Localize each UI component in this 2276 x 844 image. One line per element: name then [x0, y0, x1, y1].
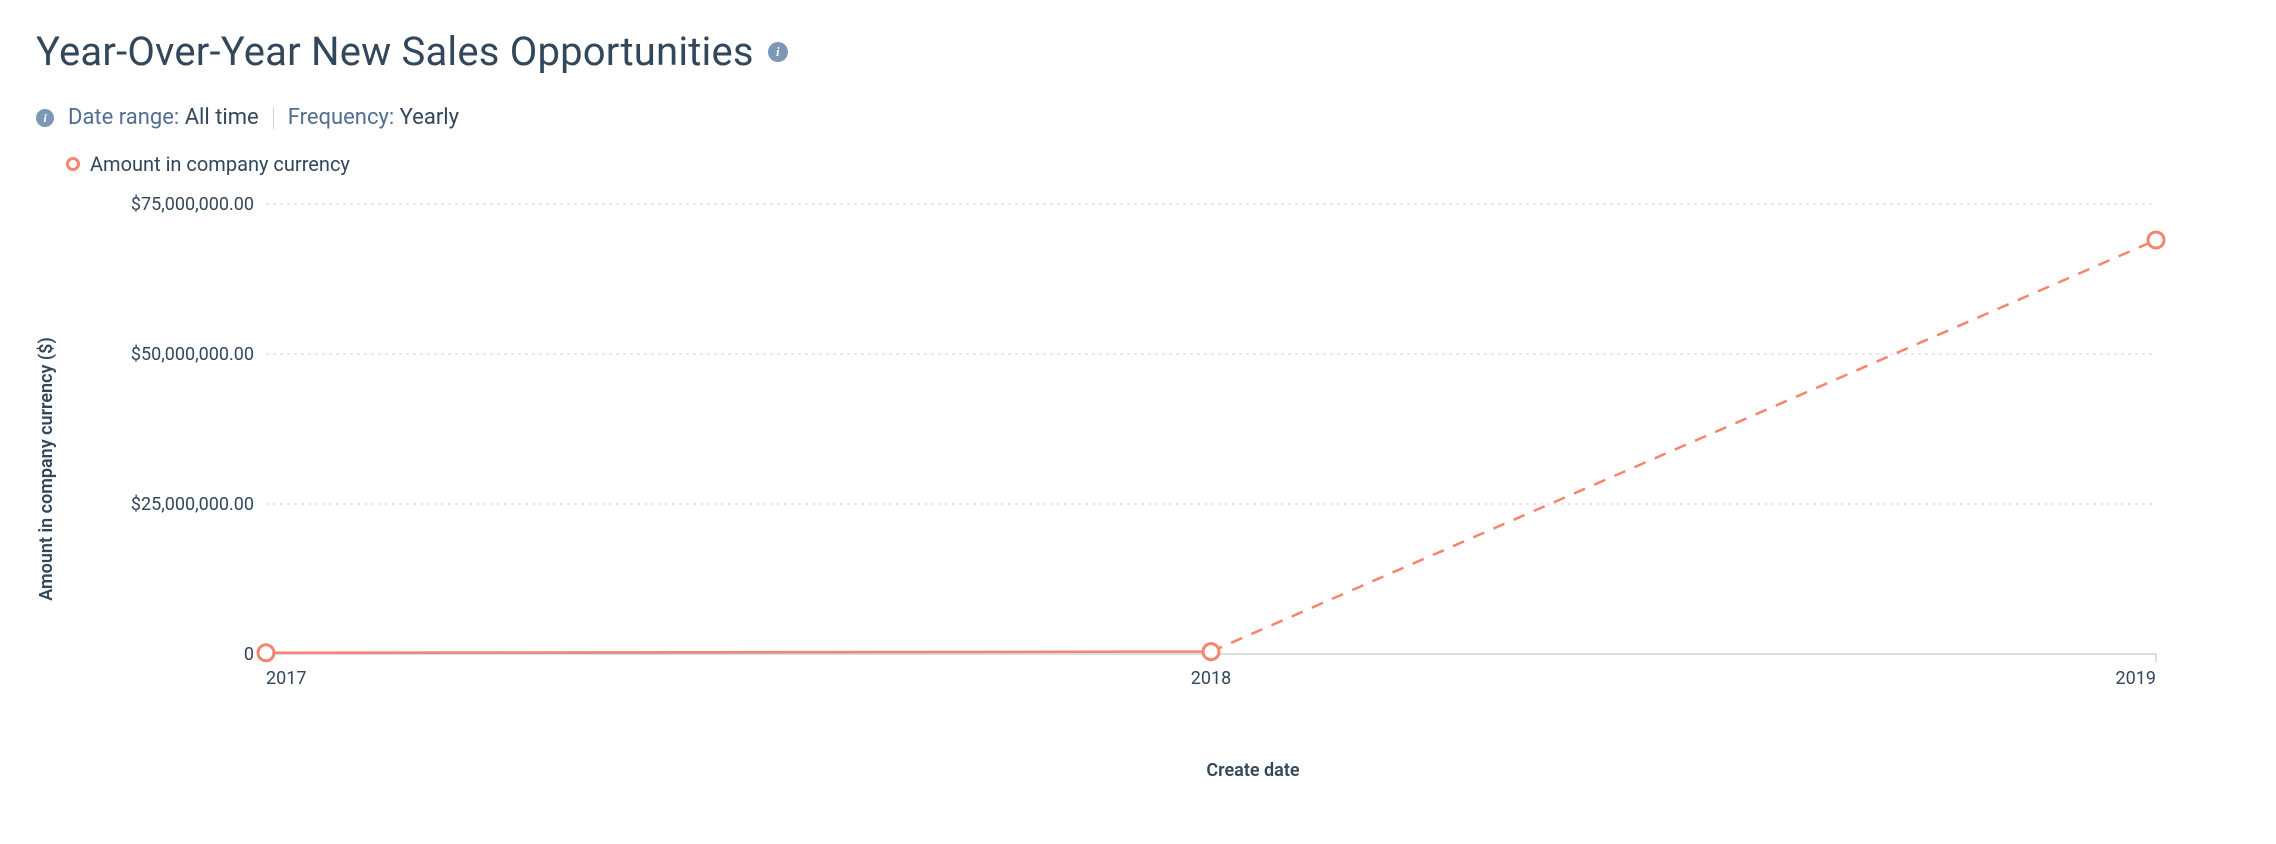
x-axis-title: Create date	[36, 760, 2240, 781]
date-range-label: Date range:	[68, 105, 179, 130]
info-icon[interactable]: i	[36, 109, 54, 127]
x-tick-label: 2017	[266, 668, 306, 689]
report-title: Year-Over-Year New Sales Opportunities	[36, 28, 754, 75]
date-range-value: All time	[185, 105, 259, 130]
frequency-label: Frequency:	[288, 105, 395, 130]
data-point[interactable]	[1203, 644, 1219, 660]
data-point[interactable]	[2148, 232, 2164, 248]
y-tick-label: $50,000,000.00	[131, 344, 254, 365]
y-tick-label: $75,000,000.00	[131, 194, 254, 215]
chart-plot: 0 $25,000,000.00 $50,000,000.00 $75,000,000…	[36, 184, 2186, 704]
x-tick-label: 2019	[2116, 668, 2156, 689]
series-segment	[1211, 240, 2156, 652]
meta-divider	[273, 107, 274, 129]
y-tick-label: $25,000,000.00	[131, 494, 254, 515]
title-row: Year-Over-Year New Sales Opportunities i	[36, 28, 2240, 75]
info-icon[interactable]: i	[768, 42, 788, 62]
data-point[interactable]	[258, 645, 274, 661]
legend-marker-icon	[66, 157, 80, 171]
report-container: Year-Over-Year New Sales Opportunities i…	[0, 0, 2276, 844]
series-segment	[266, 652, 1211, 653]
legend-label: Amount in company currency	[90, 152, 350, 176]
legend[interactable]: Amount in company currency	[66, 152, 2240, 176]
date-range: Date range: All time	[68, 105, 259, 130]
frequency: Frequency: Yearly	[288, 105, 459, 130]
y-tick-label: 0	[244, 644, 254, 665]
chart: Amount in company currency ($) 0 $25,000,…	[36, 184, 2240, 754]
y-axis-title: Amount in company currency ($)	[36, 337, 57, 601]
meta-row: i Date range: All time Frequency: Yearly	[36, 105, 2240, 130]
x-tick-label: 2018	[1191, 668, 1231, 689]
frequency-value: Yearly	[400, 105, 459, 130]
